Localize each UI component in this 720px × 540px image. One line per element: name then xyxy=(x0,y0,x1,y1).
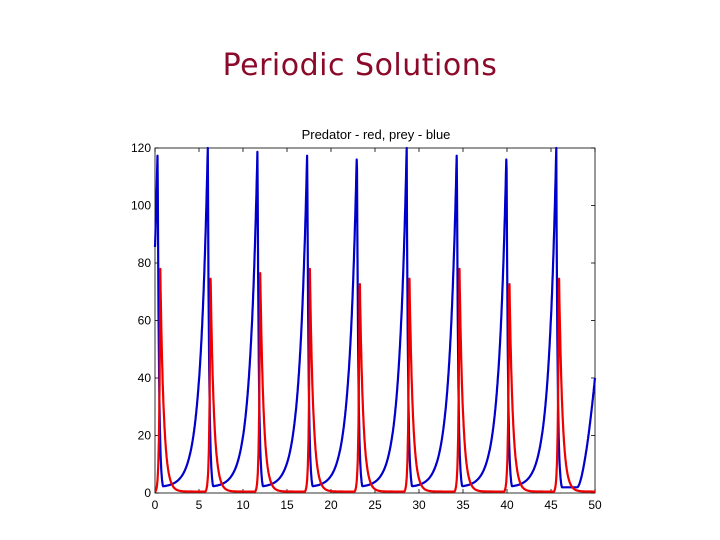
x-tick-label: 5 xyxy=(196,498,203,512)
x-tick-label: 15 xyxy=(280,498,294,512)
y-tick-label: 80 xyxy=(138,256,152,270)
x-tick-label: 20 xyxy=(324,498,338,512)
y-tick-label: 0 xyxy=(144,486,151,500)
x-tick-label: 35 xyxy=(456,498,470,512)
axis-ticks: 0 5 10 15 20 25 30 35 40 45 50 0 20 40 60 80 100 120 xyxy=(131,141,602,512)
y-tick-label: 60 xyxy=(138,314,152,328)
y-tick-label: 20 xyxy=(138,429,152,443)
y-tick-label: 40 xyxy=(138,371,152,385)
x-tick-label: 10 xyxy=(236,498,250,512)
slide-title: Periodic Solutions xyxy=(222,48,498,83)
series-line-predator xyxy=(154,267,596,493)
x-tick-label: 45 xyxy=(544,498,558,512)
x-tick-label: 0 xyxy=(152,498,159,512)
plot-area xyxy=(154,147,596,494)
x-tick-label: 25 xyxy=(368,498,382,512)
y-tick-label: 120 xyxy=(131,141,151,155)
x-tick-label: 40 xyxy=(500,498,514,512)
chart-title: Predator - red, prey - blue xyxy=(302,127,451,142)
x-tick-label: 50 xyxy=(588,498,602,512)
x-tick-label: 30 xyxy=(412,498,426,512)
y-tick-label: 100 xyxy=(131,199,151,213)
series-group xyxy=(153,146,597,493)
plot-border xyxy=(154,147,596,494)
